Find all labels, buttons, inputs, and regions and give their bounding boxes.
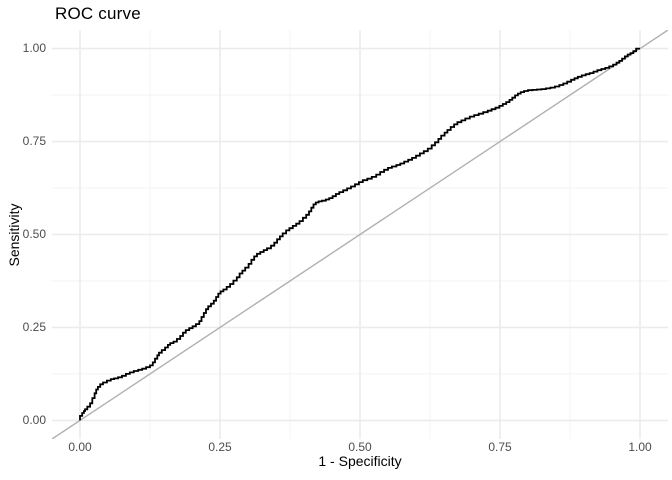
y-tick-label: 0.25 <box>22 319 46 334</box>
plot-panel <box>52 30 668 439</box>
y-tick-label: 0.00 <box>22 412 46 427</box>
y-tick-label: 0.75 <box>22 134 46 149</box>
chart-title: ROC curve <box>55 4 141 23</box>
x-tick-label: 0.25 <box>208 440 232 454</box>
x-axis-title: 1 - Specificity <box>318 453 402 469</box>
y-tick-label: 0.50 <box>22 227 46 241</box>
x-tick-label: 0.00 <box>68 440 92 454</box>
roc-curve <box>79 47 640 421</box>
x-tick-label: 0.75 <box>488 440 512 454</box>
x-tick-label: 1.00 <box>628 440 652 454</box>
x-tick-label: 0.50 <box>348 440 372 454</box>
chance-diagonal <box>52 30 668 439</box>
y-tick-label: 1.00 <box>22 41 46 56</box>
